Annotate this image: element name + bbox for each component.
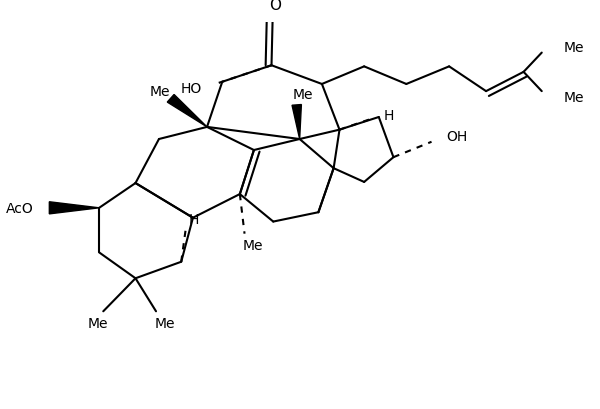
Text: Me: Me bbox=[563, 90, 584, 104]
Text: OH: OH bbox=[446, 130, 467, 144]
Text: Me: Me bbox=[87, 317, 107, 330]
Polygon shape bbox=[49, 202, 99, 214]
Text: Me: Me bbox=[155, 317, 175, 330]
Text: HO: HO bbox=[181, 82, 202, 96]
Text: Me: Me bbox=[242, 238, 263, 252]
Text: Me: Me bbox=[150, 85, 170, 99]
Text: AcO: AcO bbox=[6, 201, 34, 215]
Text: H: H bbox=[189, 212, 199, 226]
Polygon shape bbox=[167, 95, 207, 128]
Polygon shape bbox=[292, 105, 301, 139]
Text: Me: Me bbox=[292, 88, 313, 101]
Text: H: H bbox=[383, 108, 394, 122]
Text: O: O bbox=[269, 0, 281, 13]
Text: Me: Me bbox=[563, 41, 584, 55]
